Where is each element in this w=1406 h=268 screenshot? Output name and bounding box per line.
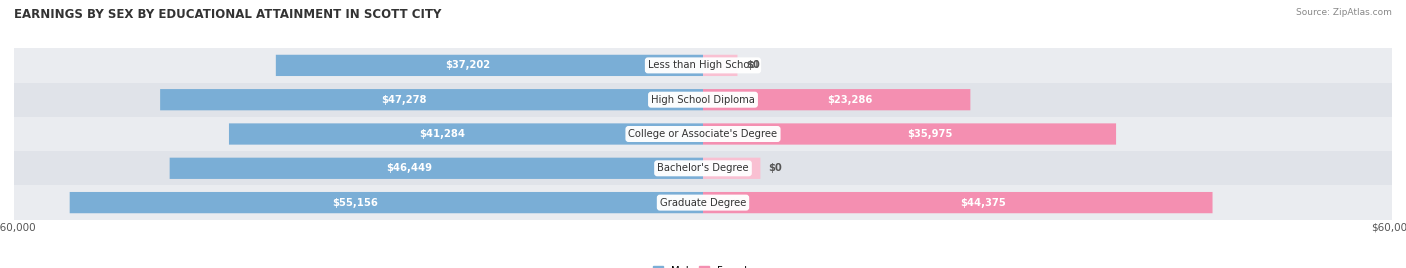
Text: $37,202: $37,202	[446, 60, 491, 70]
Legend: Male, Female: Male, Female	[648, 262, 758, 268]
FancyBboxPatch shape	[703, 55, 738, 76]
FancyBboxPatch shape	[703, 192, 1212, 213]
FancyBboxPatch shape	[229, 123, 703, 145]
Text: $47,278: $47,278	[381, 95, 427, 105]
Text: EARNINGS BY SEX BY EDUCATIONAL ATTAINMENT IN SCOTT CITY: EARNINGS BY SEX BY EDUCATIONAL ATTAINMEN…	[14, 8, 441, 21]
FancyBboxPatch shape	[70, 192, 703, 213]
Text: $35,975: $35,975	[907, 129, 953, 139]
Text: $41,284: $41,284	[419, 129, 465, 139]
Bar	[14, 83, 1392, 117]
Bar	[14, 151, 1392, 185]
Text: College or Associate's Degree: College or Associate's Degree	[628, 129, 778, 139]
Text: $44,375: $44,375	[960, 198, 1007, 208]
FancyBboxPatch shape	[703, 89, 970, 110]
FancyBboxPatch shape	[276, 55, 703, 76]
Text: $55,156: $55,156	[332, 198, 378, 208]
Bar	[14, 117, 1392, 151]
FancyBboxPatch shape	[160, 89, 703, 110]
FancyBboxPatch shape	[703, 123, 1116, 145]
FancyBboxPatch shape	[170, 158, 703, 179]
Bar	[14, 48, 1392, 83]
Text: $23,286: $23,286	[827, 95, 873, 105]
Text: $0: $0	[769, 163, 782, 173]
Text: $46,449: $46,449	[387, 163, 433, 173]
FancyBboxPatch shape	[703, 158, 761, 179]
Text: Bachelor's Degree: Bachelor's Degree	[657, 163, 749, 173]
Text: High School Diploma: High School Diploma	[651, 95, 755, 105]
Text: Graduate Degree: Graduate Degree	[659, 198, 747, 208]
Text: Source: ZipAtlas.com: Source: ZipAtlas.com	[1296, 8, 1392, 17]
Bar	[14, 185, 1392, 220]
Text: Less than High School: Less than High School	[648, 60, 758, 70]
Text: $0: $0	[745, 60, 759, 70]
